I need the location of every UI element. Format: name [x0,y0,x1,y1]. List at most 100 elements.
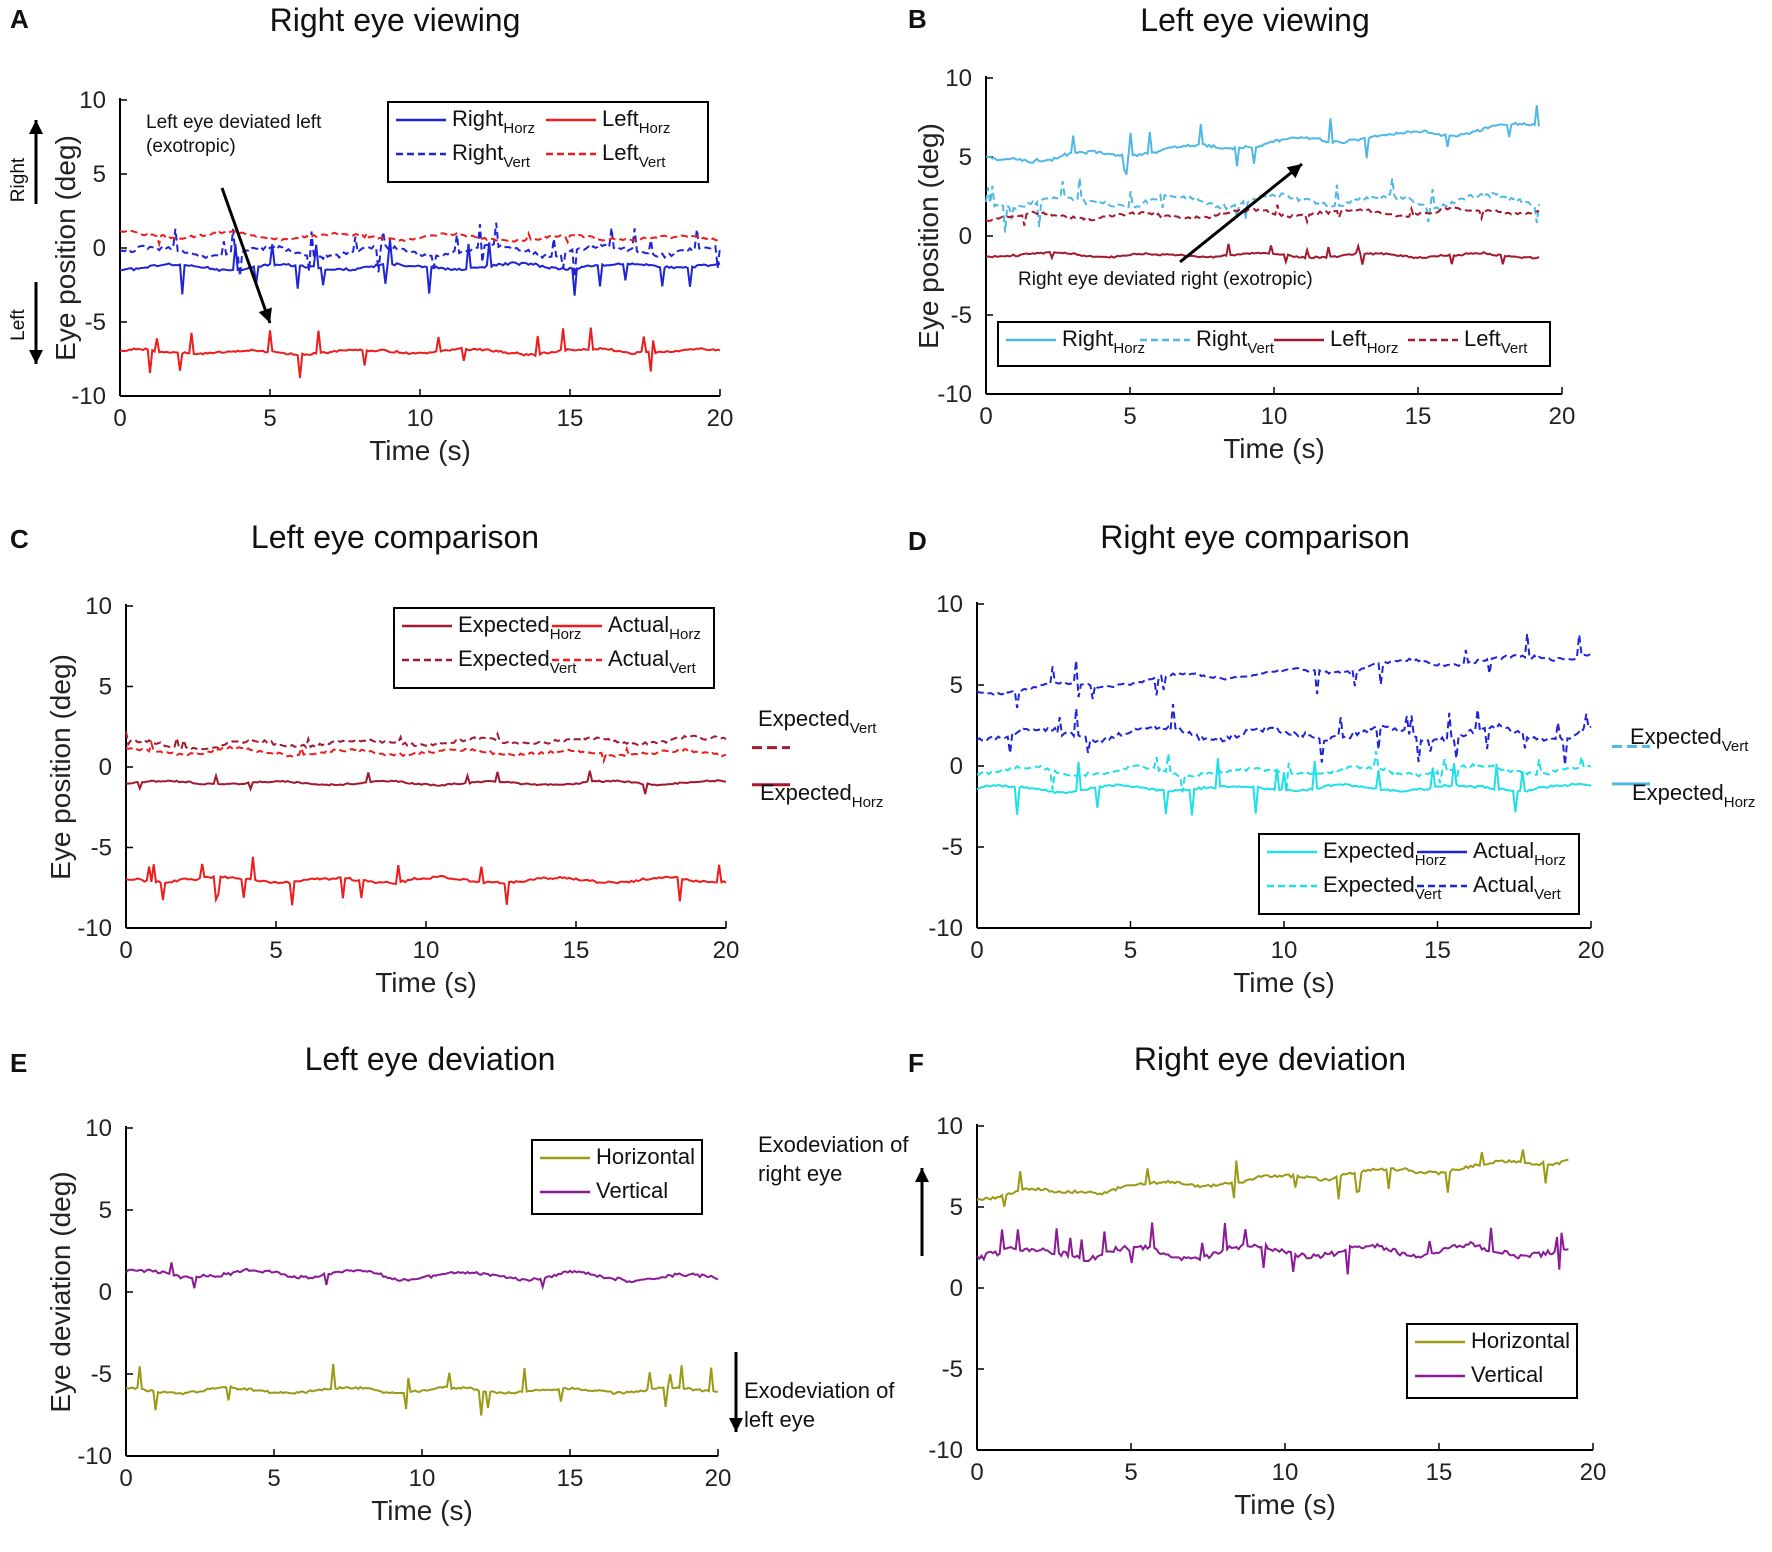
y-tick-label: -10 [77,915,112,942]
series-line-actual-vert [976,704,1592,765]
x-tick-label: 10 [409,1465,436,1492]
series-line-left-horz [119,327,721,379]
panel-b: B Left eye viewing 10 5 0 -5 -10 0 5 10 15 20 Time (… [908,2,1575,464]
legend-label: ActualHorz [1473,838,1566,869]
y-tick-label: -5 [942,834,963,861]
x-tick-label: 20 [705,1465,732,1492]
legend-box [393,607,715,689]
side-annotation-line-2: left eye [744,1407,815,1432]
x-tick-label: 0 [970,1459,983,1486]
panel-d: D Right eye comparison 10 5 0 -5 -10 0 5 10 15 20 Ti… [908,519,1755,998]
y-tick-label: 0 [950,1275,963,1302]
x-axis-label: Time (s) [1233,967,1335,998]
x-tick-label: 5 [263,405,276,432]
annotation-text: (exotropic) [146,136,236,157]
y-tick-label: -5 [951,302,972,329]
y-tick-label: 10 [945,65,972,92]
exodeviation-arrow-head [729,1418,743,1432]
annotation-text: Right eye deviated right (exotropic) [1018,269,1313,290]
x-axis-label: Time (s) [369,435,471,466]
panel-title: Right eye deviation [1134,1041,1406,1077]
series-line-actual-horz [976,633,1592,709]
y-tick-label: 5 [99,1197,112,1224]
y-tick-label: 10 [936,1113,963,1140]
legend-box [387,101,709,183]
x-tick-label: 10 [1261,403,1288,430]
legend: Horizontal Vertical [1406,1323,1578,1399]
panel-title: Right eye viewing [270,2,521,38]
x-tick-label: 10 [1271,937,1298,964]
y-tick-label: -5 [91,835,112,862]
y-tick-label: -10 [928,1437,963,1464]
y-axis-label: Eye deviation (deg) [45,1171,76,1412]
y-tick-label: 10 [79,87,106,114]
panel-letter: E [10,1048,27,1078]
legend: ExpectedHorz ActualHorz ExpectedVert Actual… [1258,833,1580,915]
y-tick-label: 5 [959,144,972,171]
y-tick-label: 0 [99,754,112,781]
x-tick-label: 20 [1549,403,1576,430]
x-tick-label: 5 [1123,403,1136,430]
x-tick-label: 5 [1124,937,1137,964]
legend-label: RightVert [1196,326,1275,357]
panel-f: F Right eye deviation 10 5 0 -5 -10 0 5 10 15 20 Tim… [758,1041,1606,1520]
side-annotation-line-2: right eye [758,1161,842,1186]
legend-label: LeftVert [1464,326,1528,357]
legend-box [1406,1323,1578,1399]
side-annotation-line-1: Exodeviation of [744,1378,895,1403]
y-tick-label: -5 [85,309,106,336]
x-tick-label: 5 [1124,1459,1137,1486]
y-tick-label: -10 [937,381,972,408]
side-label-horz: ExpectedHorz [760,780,883,811]
x-tick-label: 5 [267,1465,280,1492]
y-tick-label: -10 [928,915,963,942]
panel-letter: B [908,4,927,34]
legend-label: ExpectedVert [1323,872,1442,903]
x-tick-label: 15 [557,405,584,432]
series-line-right-vert [985,177,1540,233]
x-tick-label: 10 [413,937,440,964]
x-tick-label: 0 [979,403,992,430]
x-tick-label: 20 [1578,937,1605,964]
y-axis-label: Eye position (deg) [50,135,81,361]
series-line-right-vert [119,222,721,278]
y-tick-label: 10 [85,593,112,620]
legend: ExpectedHorz ActualHorz ExpectedVert Actual… [393,607,715,689]
y-tick-label: 5 [950,672,963,699]
y-tick-label: 0 [93,235,106,262]
legend-label: RightHorz [452,106,535,137]
x-tick-label: 15 [557,1465,584,1492]
x-tick-label: 20 [713,937,740,964]
left-direction-arrow-head [29,350,43,364]
side-annotation-line-1: Exodeviation of [758,1132,909,1157]
legend-label: LeftHorz [602,106,670,137]
legend: RightHorz LeftHorz RightVert LeftVert [387,101,709,183]
panel-title: Left eye viewing [1140,2,1369,38]
series-line-vertical [976,1222,1569,1275]
y-tick-label: 0 [950,753,963,780]
series-line-left-vert [119,229,721,248]
annotation-arrow-shaft [1179,162,1303,264]
legend-label: LeftVert [602,140,666,171]
y-tick-label: 10 [85,1115,112,1142]
panel-c: C Left eye comparison 10 5 0 -5 -10 0 5 10 15 20 Tim… [10,519,883,998]
legend-label: RightVert [452,140,531,171]
y-tick-label: -10 [77,1443,112,1470]
panel-letter: D [908,526,927,556]
legend-label: ActualVert [608,646,697,677]
x-tick-label: 10 [1272,1459,1299,1486]
y-axis-label: Eye position (deg) [45,654,76,880]
legend-box [997,321,1551,367]
y-tick-label: 5 [93,161,106,188]
panel-a: A Right eye viewing 10 5 0 -5 -10 0 5 10 15 20 Time … [8,2,733,466]
y-tick-label: 5 [950,1194,963,1221]
legend-label: ActualHorz [608,612,701,643]
legend-label: Horizontal [596,1144,695,1169]
x-tick-label: 0 [113,405,126,432]
series-line-horizontal [125,1363,718,1416]
x-tick-label: 20 [1580,1459,1607,1486]
y-tick-label: 5 [99,674,112,701]
legend-box [1258,833,1580,915]
legend-label: LeftHorz [1330,326,1398,357]
